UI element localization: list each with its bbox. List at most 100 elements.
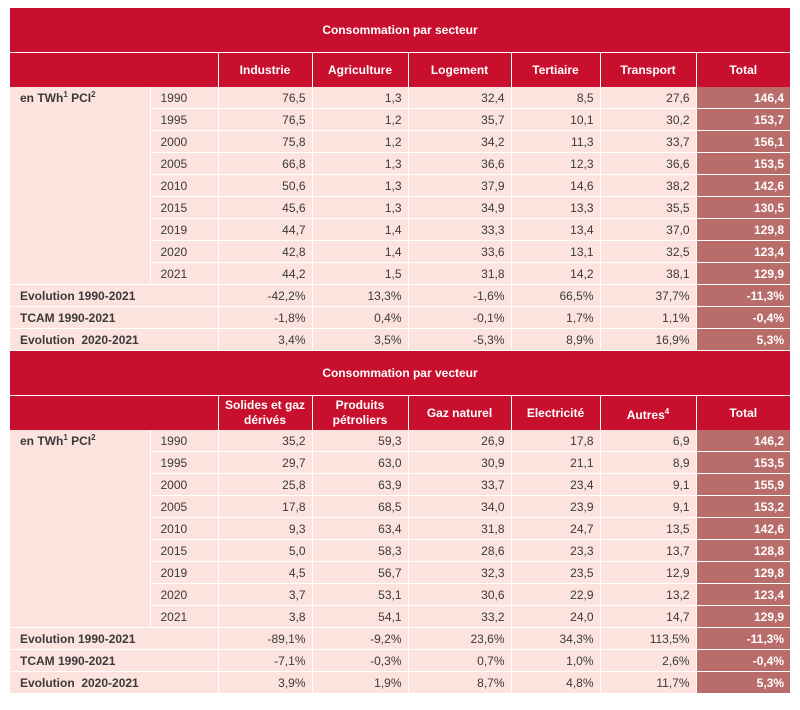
summary-value-cell: 113,5% [599,627,696,650]
unit-text-pci: PCI [67,434,92,448]
table-row: 2015 45,6 1,3 34,9 13,3 35,5 130,5 [10,196,790,219]
value-cell: 17,8 [510,430,600,452]
value-cell: 5,0 [217,539,312,562]
column-header: Logement [407,52,511,87]
value-cell: 3,8 [217,605,312,628]
summary-value-cell: 1,1% [599,306,696,329]
value-cell: 63,4 [311,517,408,540]
row-year: 2015 [149,539,218,562]
value-cell: 76,5 [217,108,312,131]
value-cell: 30,2 [599,108,696,131]
table-row: 2020 3,7 53,1 30,6 22,9 13,2 123,4 [10,583,790,606]
table-title: Consommation par secteur [10,8,790,53]
row-year: 2021 [149,605,218,628]
value-cell: 9,1 [599,495,696,518]
row-year: 2019 [149,561,218,584]
value-cell: 14,2 [510,262,600,285]
column-header: Total [695,395,790,430]
summary-label: TCAM 1990-2021 [10,306,218,329]
column-header-label: Autres [626,407,665,422]
table-row: 1995 29,7 63,0 30,9 21,1 8,9 153,5 [10,451,790,474]
value-cell: 12,9 [599,561,696,584]
footnote-marker: 2 [91,90,96,99]
unit-text: en TWh [20,434,64,448]
row-year: 1990 [149,430,218,452]
summary-value-cell: -42,2% [217,284,312,307]
table-row: 2019 44,7 1,4 33,3 13,4 37,0 129,8 [10,218,790,241]
total-cell: 129,8 [695,218,790,241]
value-cell: 13,2 [599,583,696,606]
total-cell: 123,4 [695,240,790,263]
row-year: 1995 [149,108,218,131]
table-row: 2020 42,8 1,4 33,6 13,1 32,5 123,4 [10,240,790,263]
value-cell: 31,8 [407,262,511,285]
summary-value-cell: -0,1% [407,306,511,329]
row-year: 1995 [149,451,218,474]
value-cell: 45,6 [217,196,312,219]
value-cell: 66,8 [217,152,312,175]
summary-value-cell: -89,1% [217,627,312,650]
summary-value-cell: 3,4% [217,328,312,351]
value-cell: 53,1 [311,583,408,606]
summary-value-cell: 1,0% [510,649,600,672]
header-blank [10,52,218,87]
value-cell: 44,2 [217,262,312,285]
value-cell: 13,3 [510,196,600,219]
summary-value-cell: 11,7% [599,671,696,694]
value-cell: 17,8 [217,495,312,518]
value-cell: 14,6 [510,174,600,197]
row-year: 2020 [149,240,218,263]
value-cell: 24,0 [510,605,600,628]
value-cell: 9,3 [217,517,312,540]
value-cell: 13,4 [510,218,600,241]
summary-label: Evolution 2020-2021 [10,328,218,351]
value-cell: 1,2 [311,130,408,153]
summary-value-cell: -9,2% [311,627,408,650]
row-year: 2010 [149,517,218,540]
value-cell: 75,8 [217,130,312,153]
summary-value-cell: 4,8% [510,671,600,694]
total-cell: 129,9 [695,605,790,628]
total-cell: 142,6 [695,517,790,540]
row-year: 2019 [149,218,218,241]
summary-value-cell: 8,9% [510,328,600,351]
total-cell: 130,5 [695,196,790,219]
table-row: 2005 66,8 1,3 36,6 12,3 36,6 153,5 [10,152,790,175]
column-header-label: Tertiaire [532,62,579,77]
value-cell: 4,5 [217,561,312,584]
value-cell: 13,5 [599,517,696,540]
table-row: 2021 44,2 1,5 31,8 14,2 38,1 129,9 [10,262,790,285]
column-header-label: Produits pétroliers [332,398,388,427]
column-header: Produits pétroliers [311,395,408,430]
summary-row: Evolution 2020-2021 3,9% 1,9% 8,7% 4,8% 11,7%… [10,671,790,694]
summary-value-cell: 3,9% [217,671,312,694]
table-title: Consommation par vecteur [10,351,790,396]
summary-total-cell: -11,3% [695,627,790,650]
column-header-label: Logement [430,62,489,77]
value-cell: 33,2 [407,605,511,628]
table-row: 2019 4,5 56,7 32,3 23,5 12,9 129,8 [10,561,790,584]
value-cell: 35,2 [217,430,312,452]
summary-value-cell: 0,7% [407,649,511,672]
unit-label: en TWh1 PCI2 [10,430,150,628]
summary-row: Evolution 1990-2021 -89,1% -9,2% 23,6% 34,3%… [10,627,790,650]
value-cell: 1,3 [311,87,408,109]
value-cell: 1,3 [311,174,408,197]
total-cell: 129,9 [695,262,790,285]
row-year: 2010 [149,174,218,197]
value-cell: 34,9 [407,196,511,219]
value-cell: 3,7 [217,583,312,606]
summary-total-cell: 5,3% [695,328,790,351]
summary-total-cell: -0,4% [695,649,790,672]
unit-text: en TWh [20,91,64,105]
row-year: 2005 [149,495,218,518]
value-cell: 68,5 [311,495,408,518]
value-cell: 21,1 [510,451,600,474]
column-header: Tertiaire [510,52,600,87]
row-year: 2005 [149,152,218,175]
table-row: en TWh1 PCI2 1990 76,5 1,3 32,4 8,5 27,6 146,4 [10,87,790,285]
value-cell: 54,1 [311,605,408,628]
value-cell: 35,7 [407,108,511,131]
table-row: 2010 50,6 1,3 37,9 14,6 38,2 142,6 [10,174,790,197]
total-cell: 142,6 [695,174,790,197]
